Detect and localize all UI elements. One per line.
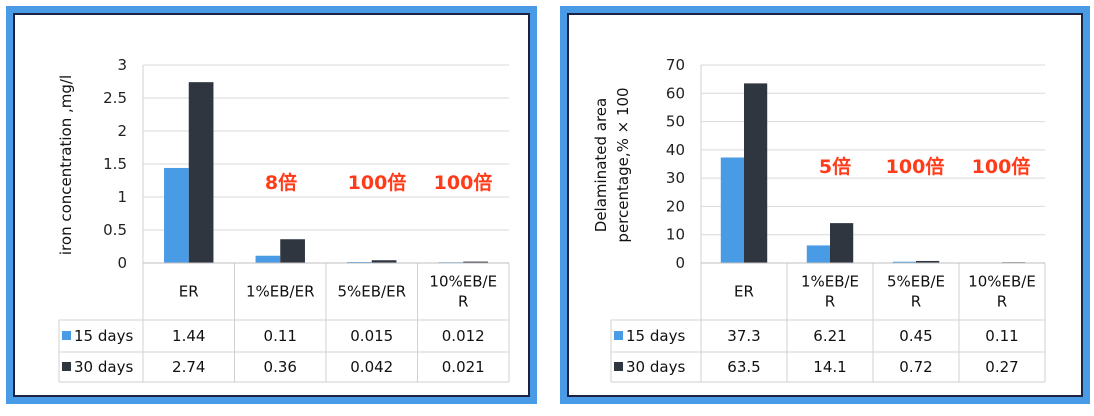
- bar-15-days: [164, 167, 189, 263]
- data-label: 0.72: [899, 358, 932, 376]
- category-label: 10%EB/E: [429, 273, 497, 291]
- category-label: 1%EB/ER: [246, 283, 315, 301]
- data-label: 0.11: [985, 327, 1018, 345]
- category-label: R: [911, 293, 921, 311]
- category-label: 5%EB/ER: [337, 283, 406, 301]
- data-label: 6.21: [813, 327, 846, 345]
- category-label: ER: [179, 283, 199, 301]
- bar-15-days: [806, 245, 830, 263]
- bar-30-days: [463, 261, 488, 263]
- y-tick-label: 2: [117, 122, 127, 140]
- data-label: 1.44: [172, 327, 205, 345]
- fold-annotation: 100倍: [348, 171, 407, 194]
- category-label: 10%EB/E: [968, 273, 1036, 291]
- legend-label-15-days: 15 days: [74, 327, 133, 345]
- bar-15-days: [720, 157, 744, 263]
- data-label: 14.1: [813, 358, 846, 376]
- bar-30-days: [830, 223, 854, 263]
- y-tick-label: 50: [666, 113, 685, 131]
- bar-15-days: [892, 261, 916, 263]
- data-label: 0.11: [264, 327, 297, 345]
- category-label: R: [458, 293, 468, 311]
- legend-label-30-days: 30 days: [626, 358, 685, 376]
- legend-label-30-days: 30 days: [74, 358, 133, 376]
- data-label: 0.012: [442, 327, 485, 345]
- fold-annotation: 100倍: [434, 171, 493, 194]
- category-label: R: [825, 293, 835, 311]
- data-label: 2.74: [172, 358, 205, 376]
- legend-swatch-15-days: [62, 331, 71, 340]
- bar-15-days: [255, 255, 281, 263]
- y-tick-label: 2.5: [103, 89, 127, 107]
- y-axis-label: percentage,% × 100: [614, 87, 632, 242]
- y-tick-label: 70: [666, 56, 685, 74]
- data-label: 63.5: [727, 358, 760, 376]
- bar-30-days: [744, 83, 768, 263]
- y-tick-label: 1.5: [103, 155, 127, 173]
- delaminated-area-chart: 0 10 20 30 40 50 60 70 ER 1%EB/E R 5%EB/E R 10%EB/E R 1…: [592, 56, 1046, 383]
- chart-frame-delamination: 0 10 20 30 40 50 60 70 ER 1%EB/E R 5%EB/E R 10%EB/E R 1…: [567, 13, 1083, 397]
- y-tick-label: 1: [117, 188, 127, 206]
- data-label: 37.3: [727, 327, 760, 345]
- y-tick-label: 0: [675, 254, 685, 272]
- data-label: 0.36: [264, 358, 297, 376]
- category-label: R: [997, 293, 1007, 311]
- fold-annotation: 8倍: [265, 171, 297, 194]
- data-label: 0.042: [350, 358, 393, 376]
- chart-panel-delamination: 0 10 20 30 40 50 60 70 ER 1%EB/E R 5%EB/E R 10%EB/E R 1…: [560, 6, 1090, 404]
- y-tick-label: 60: [666, 84, 685, 102]
- legend-swatch-15-days: [614, 331, 623, 340]
- bar-30-days: [371, 260, 397, 263]
- y-axis-label: Delaminated area: [592, 98, 610, 232]
- bar-30-days: [916, 260, 940, 263]
- fold-annotation: 100倍: [972, 155, 1031, 178]
- chart-frame-iron: 0 0.5 1 1.5 2 2.5 3 ER 1%EB/ER 5%EB/ER 10%EB/E R 15 …: [13, 13, 530, 397]
- bar-30-days: [280, 239, 305, 263]
- category-label: 1%EB/E: [801, 273, 859, 291]
- chart-panel-iron: 0 0.5 1 1.5 2 2.5 3 ER 1%EB/ER 5%EB/ER 10%EB/E R 15 …: [6, 6, 537, 404]
- y-tick-label: 30: [666, 169, 685, 187]
- y-tick-label: 0: [117, 254, 127, 272]
- y-tick-label: 40: [666, 141, 685, 159]
- legend-swatch-30-days: [614, 362, 623, 371]
- data-label: 0.27: [985, 358, 1018, 376]
- data-label: 0.45: [899, 327, 932, 345]
- category-label: 5%EB/E: [887, 273, 945, 291]
- category-label: ER: [734, 283, 754, 301]
- fold-annotation: 5倍: [819, 155, 851, 178]
- legend-label-15-days: 15 days: [626, 327, 685, 345]
- data-label: 0.021: [442, 358, 485, 376]
- y-axis-label: iron concentration ,mg/l: [57, 75, 75, 255]
- bar-30-days: [188, 82, 214, 263]
- y-tick-label: 0.5: [103, 221, 127, 239]
- iron-concentration-chart: 0 0.5 1 1.5 2 2.5 3 ER 1%EB/ER 5%EB/ER 10%EB/E R 15 …: [57, 56, 510, 383]
- data-label: 0.015: [350, 327, 393, 345]
- fold-annotation: 100倍: [886, 155, 945, 178]
- legend-swatch-30-days: [62, 362, 71, 371]
- y-tick-label: 20: [666, 197, 685, 215]
- y-tick-label: 10: [666, 226, 685, 244]
- y-tick-label: 3: [117, 56, 127, 74]
